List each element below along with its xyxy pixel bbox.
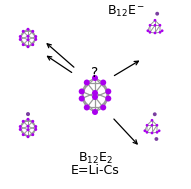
Circle shape xyxy=(31,43,34,46)
Circle shape xyxy=(27,28,29,31)
Circle shape xyxy=(26,112,30,116)
Circle shape xyxy=(92,109,98,115)
Circle shape xyxy=(146,124,148,127)
Circle shape xyxy=(84,105,90,111)
Circle shape xyxy=(151,124,153,127)
Circle shape xyxy=(22,133,25,136)
Circle shape xyxy=(159,24,161,27)
Circle shape xyxy=(19,128,22,131)
Text: E=Li-Cs: E=Li-Cs xyxy=(71,164,119,177)
Circle shape xyxy=(34,125,37,128)
Circle shape xyxy=(27,135,29,138)
Circle shape xyxy=(27,38,29,41)
Circle shape xyxy=(155,137,158,141)
Circle shape xyxy=(92,90,98,96)
Circle shape xyxy=(105,88,111,94)
Circle shape xyxy=(143,129,146,132)
Circle shape xyxy=(146,29,149,32)
Circle shape xyxy=(34,38,37,41)
Circle shape xyxy=(27,125,29,128)
Circle shape xyxy=(154,24,156,27)
Circle shape xyxy=(92,94,98,100)
Text: ?: ? xyxy=(91,66,99,80)
Circle shape xyxy=(31,30,34,33)
Circle shape xyxy=(156,124,158,127)
Circle shape xyxy=(22,43,25,46)
Circle shape xyxy=(146,131,148,134)
Text: B$_{12}$E$_2$: B$_{12}$E$_2$ xyxy=(78,150,112,166)
Circle shape xyxy=(19,125,22,128)
Circle shape xyxy=(149,24,151,27)
Circle shape xyxy=(31,133,34,136)
Circle shape xyxy=(27,128,29,131)
Circle shape xyxy=(84,80,90,86)
Circle shape xyxy=(100,105,106,111)
Circle shape xyxy=(34,128,37,131)
Circle shape xyxy=(19,38,22,41)
Circle shape xyxy=(22,120,25,123)
Circle shape xyxy=(156,131,158,134)
Circle shape xyxy=(158,129,160,132)
Circle shape xyxy=(100,80,106,86)
Circle shape xyxy=(149,31,151,34)
Circle shape xyxy=(154,19,156,22)
Circle shape xyxy=(22,30,25,33)
Circle shape xyxy=(79,88,85,94)
Circle shape xyxy=(161,29,163,32)
Circle shape xyxy=(154,32,156,34)
Circle shape xyxy=(79,95,85,101)
Circle shape xyxy=(151,119,153,122)
Circle shape xyxy=(151,132,153,134)
Circle shape xyxy=(155,12,159,16)
Circle shape xyxy=(92,75,98,81)
Circle shape xyxy=(105,95,111,101)
Circle shape xyxy=(27,35,29,38)
Circle shape xyxy=(159,31,161,34)
Circle shape xyxy=(27,118,29,121)
Circle shape xyxy=(153,112,157,116)
Circle shape xyxy=(19,35,22,38)
Text: B$_{12}$E$^-$: B$_{12}$E$^-$ xyxy=(107,3,145,19)
Circle shape xyxy=(34,35,37,38)
Circle shape xyxy=(31,120,34,123)
Circle shape xyxy=(27,45,29,48)
